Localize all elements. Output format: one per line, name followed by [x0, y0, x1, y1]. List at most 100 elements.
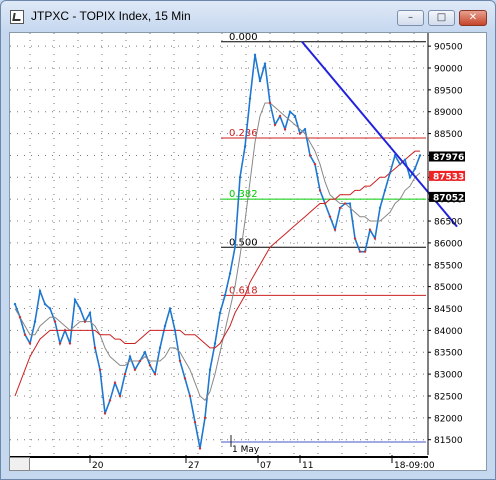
y-tick-label: 84000 — [434, 327, 463, 337]
title-bar[interactable]: JTPXC - TOPIX Index, 15 Min – □ ✕ — [1, 1, 495, 33]
price-point — [173, 329, 177, 332]
price-point — [413, 167, 417, 170]
close-button[interactable]: ✕ — [459, 10, 487, 26]
price-point — [328, 215, 332, 218]
price-point — [418, 154, 422, 157]
minimize-button[interactable]: – — [397, 10, 424, 26]
price-point — [308, 154, 312, 157]
price-point — [68, 342, 72, 345]
x-tick-label: 20 — [92, 461, 104, 470]
minimize-icon: – — [408, 12, 413, 23]
x-tick-label: 18-09:00 — [394, 461, 435, 470]
price-point — [168, 307, 172, 310]
fib-level-label: 0.000 — [229, 33, 258, 43]
chart-app-icon — [10, 10, 24, 24]
price-point — [238, 176, 242, 179]
price-point — [363, 250, 367, 253]
price-point — [408, 176, 412, 179]
price-point — [88, 311, 92, 315]
fib-level-label: 0.236 — [229, 128, 258, 139]
y-tick-label: 82000 — [434, 414, 463, 424]
price-line-series — [14, 54, 421, 449]
y-tick-label: 86500 — [434, 218, 463, 228]
price-point — [283, 128, 287, 131]
price-point — [398, 162, 402, 166]
y-tick-label: 86000 — [434, 239, 463, 249]
price-point — [208, 368, 212, 371]
price-point — [273, 123, 277, 127]
y-tick-label: 84500 — [434, 305, 463, 315]
x-tick-label: 11 — [302, 461, 313, 470]
price-tag — [429, 191, 465, 202]
price-point — [248, 97, 252, 100]
price-point — [263, 62, 267, 65]
price-point — [298, 132, 302, 135]
price-point — [233, 246, 237, 249]
price-point — [213, 342, 217, 345]
price-point — [338, 206, 342, 210]
close-icon: ✕ — [468, 12, 478, 23]
fib-level-label: 0.618 — [229, 285, 258, 296]
y-tick-label: 82500 — [434, 392, 463, 402]
price-point — [148, 364, 152, 367]
scroll-handle[interactable] — [9, 457, 30, 471]
price-point — [183, 377, 187, 380]
y-tick-label: 85000 — [434, 283, 463, 293]
price-point — [218, 311, 222, 315]
moving-average-line — [14, 102, 421, 402]
price-point — [178, 359, 182, 363]
y-tick-label: 90500 — [434, 43, 463, 53]
price-point — [23, 333, 27, 336]
price-point — [33, 320, 37, 323]
price-point — [53, 320, 57, 323]
price-point — [108, 399, 112, 402]
price-point — [388, 171, 392, 175]
price-point — [368, 228, 372, 231]
price-point — [28, 342, 32, 345]
y-tick-label: 89000 — [434, 108, 463, 118]
price-point — [13, 302, 17, 306]
price-point — [93, 346, 97, 350]
price-point — [203, 416, 207, 420]
price-point — [378, 206, 382, 210]
price-point — [313, 162, 317, 166]
price-point — [48, 307, 52, 310]
price-point — [383, 189, 387, 192]
price-point — [18, 316, 22, 319]
price-chart[interactable]: 0.000 0.236 0.382 0.500 0.618 1 May 81500 82000… — [10, 33, 486, 470]
price-point — [403, 158, 407, 162]
price-point — [138, 359, 142, 363]
slow-average-line — [14, 150, 420, 397]
price-point — [118, 394, 122, 398]
chart-area[interactable]: 0.000 0.236 0.382 0.500 0.618 1 May 81500 82000… — [9, 32, 487, 471]
y-tick-label: 83000 — [434, 371, 463, 381]
y-tick-label: 81500 — [434, 436, 463, 446]
price-point — [268, 101, 272, 105]
price-point — [153, 372, 157, 376]
y-tick-label: 88500 — [434, 130, 463, 140]
price-tag — [429, 170, 465, 181]
price-point — [278, 114, 282, 118]
price-tag-label: 87052 — [433, 193, 464, 203]
price-point — [63, 329, 67, 332]
price-point — [343, 202, 347, 205]
price-point — [243, 145, 247, 148]
price-point — [373, 237, 377, 240]
fib-level-label: 0.382 — [229, 189, 258, 200]
price-point — [103, 412, 107, 415]
price-point — [293, 114, 297, 118]
price-point — [133, 368, 137, 371]
price-point — [348, 202, 352, 205]
price-tag-label: 87976 — [433, 153, 464, 163]
price-point — [223, 294, 227, 297]
price-point — [288, 110, 292, 113]
price-tag-label: 87533 — [433, 172, 464, 182]
price-point — [333, 228, 337, 231]
x-tick-label: 27 — [188, 461, 199, 470]
price-point — [228, 272, 232, 275]
y-tick-label: 85500 — [434, 261, 463, 271]
price-point — [58, 342, 62, 345]
price-point — [143, 351, 147, 354]
maximize-button[interactable]: □ — [428, 10, 455, 26]
